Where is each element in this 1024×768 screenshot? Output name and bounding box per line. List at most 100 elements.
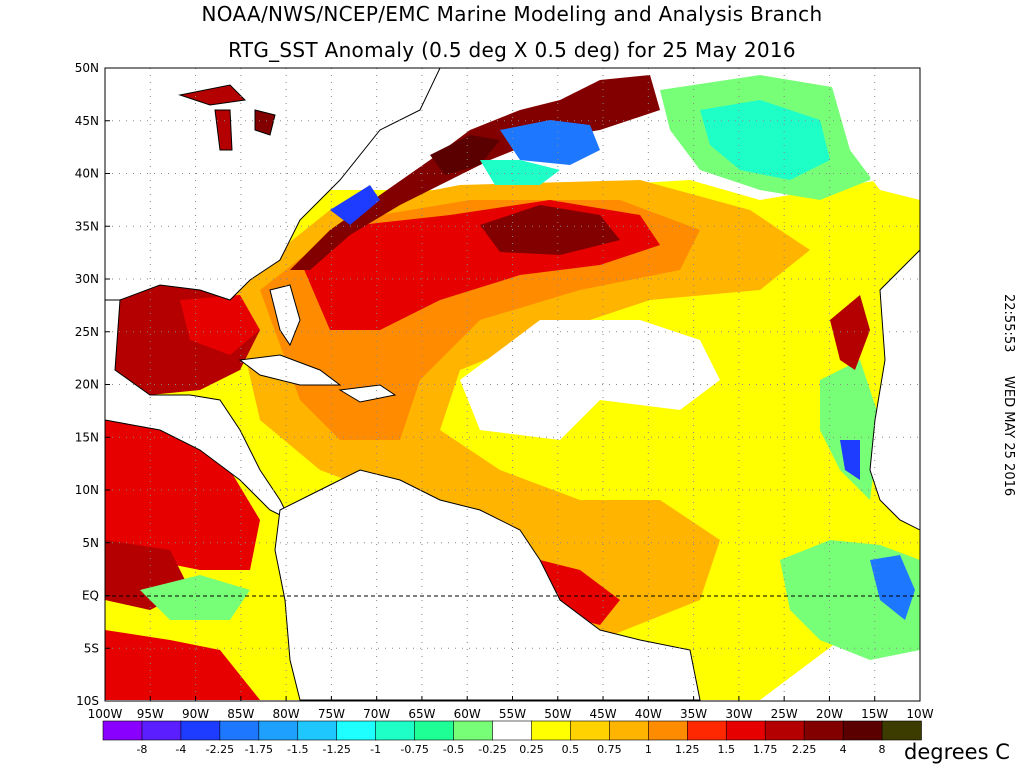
- legend-swatch: [336, 720, 377, 741]
- lon-tick-label: 25W: [771, 707, 798, 721]
- lon-tick-label: 40W: [635, 707, 662, 721]
- lon-tick-label: 65W: [408, 707, 435, 721]
- lat-tick-label: 30N: [75, 272, 99, 286]
- legend-bin-label: -1.25: [322, 743, 350, 756]
- legend-swatch: [609, 720, 650, 741]
- legend-swatch: [180, 720, 221, 741]
- legend-swatch: [297, 720, 338, 741]
- legend-bin-label: 8: [879, 743, 886, 756]
- land-cuba: [238, 354, 342, 386]
- legend-swatch: [842, 720, 883, 741]
- anomaly-region-epac-south: [105, 630, 260, 700]
- legend-bin-label: -2.25: [206, 743, 234, 756]
- lake-michigan: [214, 109, 233, 151]
- legend-swatch: [570, 720, 611, 741]
- graticule-dots: [105, 68, 920, 701]
- lon-tick-label: 30W: [725, 707, 752, 721]
- longitude-axis: 100W 95W 90W 85W 80W 75W 70W 65W 60W 55W 50W 45W 40W…: [88, 696, 934, 721]
- legend-swatch: [803, 720, 844, 741]
- anomaly-region-neutral-2: [830, 80, 920, 200]
- color-legend-bar: -8 -4 -2.25 -1.75 -1.5 -1.25 -1 -0.75 -0.5 -0.25 0…: [102, 720, 922, 756]
- lon-tick-label: 80W: [273, 707, 300, 721]
- anomaly-region-guinea-blue: [870, 555, 915, 620]
- legend-swatch: [881, 720, 922, 741]
- anomaly-region-darkred-1: [480, 205, 620, 255]
- lat-tick-label: 5N: [82, 536, 99, 550]
- lake-huron: [254, 109, 276, 136]
- legend-bin-label: -4: [175, 743, 186, 756]
- lat-tick-label: 5S: [84, 641, 99, 655]
- land-hispaniola: [338, 384, 397, 403]
- anomaly-region-gulf-2: [180, 295, 260, 355]
- lon-tick-label: 85W: [227, 707, 254, 721]
- legend-swatch: [102, 720, 143, 741]
- legend-swatch: [453, 720, 494, 741]
- legend-bin-label: 1: [645, 743, 652, 756]
- anomaly-region-neutral-1: [460, 320, 720, 440]
- legend-swatch: [648, 720, 689, 741]
- legend-bin-label: -0.25: [478, 743, 506, 756]
- timestamp-date: WED MAY 25 2016: [1001, 376, 1016, 497]
- legend-bin-label: 0.5: [562, 743, 580, 756]
- legend-bin-label: 1.5: [717, 743, 735, 756]
- anomaly-region-epac-green: [140, 575, 250, 620]
- anomaly-region-gulfstream-2: [430, 135, 500, 175]
- lon-tick-label: 60W: [454, 707, 481, 721]
- legend-bin-label: -1: [370, 743, 381, 756]
- legend-bin-label: -1.75: [245, 743, 273, 756]
- lake-superior: [178, 84, 247, 106]
- land-africa: [869, 249, 920, 531]
- lon-tick-label: 45W: [589, 707, 616, 721]
- anomaly-region-coast-red: [830, 295, 870, 370]
- anomaly-region-coast-green: [820, 360, 880, 500]
- anomaly-region-blue-1: [500, 120, 600, 165]
- lat-tick-label: 20N: [75, 378, 99, 392]
- lat-tick-label: 35N: [75, 219, 99, 233]
- lon-tick-label: 10W: [906, 707, 933, 721]
- anomaly-region-cyan-ne: [700, 100, 830, 180]
- legend-bin-label: -8: [136, 743, 147, 756]
- legend-bin-label: 1.25: [675, 743, 700, 756]
- lat-tick-label: EQ: [82, 589, 99, 603]
- anomaly-region-blue-2: [330, 185, 380, 225]
- lat-tick-label: 15N: [75, 430, 99, 444]
- land-central-america: [105, 299, 292, 522]
- anomaly-region-epac: [105, 420, 260, 570]
- lat-tick-label: 10S: [76, 694, 99, 708]
- legend-bin-label: 0.75: [597, 743, 622, 756]
- legend-units: degrees C: [904, 740, 1010, 764]
- lon-tick-label: 35W: [680, 707, 707, 721]
- legend-swatch: [686, 720, 728, 741]
- lon-tick-label: 95W: [137, 707, 164, 721]
- lon-tick-label: 55W: [499, 707, 526, 721]
- legend-swatch: [764, 720, 805, 741]
- lat-tick-label: 25N: [75, 325, 99, 339]
- lat-tick-label: 45N: [75, 114, 99, 128]
- legend-bin-label: 4: [840, 743, 847, 756]
- legend-swatch: [141, 720, 182, 741]
- legend-swatch: [531, 720, 572, 741]
- legend-bin-label: -0.75: [400, 743, 428, 756]
- legend-swatch: [492, 720, 533, 741]
- anomaly-region-cyan-1: [480, 160, 560, 185]
- legend-bin-label: 0.25: [519, 743, 544, 756]
- lat-tick-label: 40N: [75, 167, 99, 181]
- legend-swatch: [725, 720, 766, 741]
- lon-tick-label: 50W: [544, 707, 571, 721]
- land-north-america: [105, 68, 441, 301]
- legend-bin-label: -0.5: [443, 743, 464, 756]
- land-florida: [269, 284, 301, 347]
- chart-title-line2: RTG_SST Anomaly (0.5 deg X 0.5 deg) for …: [228, 38, 796, 62]
- chart-title-line1: NOAA/NWS/NCEP/EMC Marine Modeling and An…: [201, 2, 823, 26]
- lon-tick-label: 20W: [816, 707, 843, 721]
- legend-swatch: [375, 720, 416, 741]
- legend-swatch: [414, 720, 455, 741]
- legend-swatch: [219, 720, 260, 741]
- legend-swatch: [258, 720, 299, 741]
- timestamp-time: 22:55:53: [1001, 294, 1016, 353]
- legend-bin-label: 2.25: [792, 743, 817, 756]
- land-south-america: [274, 469, 701, 701]
- lat-tick-label: 50N: [75, 61, 99, 75]
- lon-tick-label: 15W: [861, 707, 888, 721]
